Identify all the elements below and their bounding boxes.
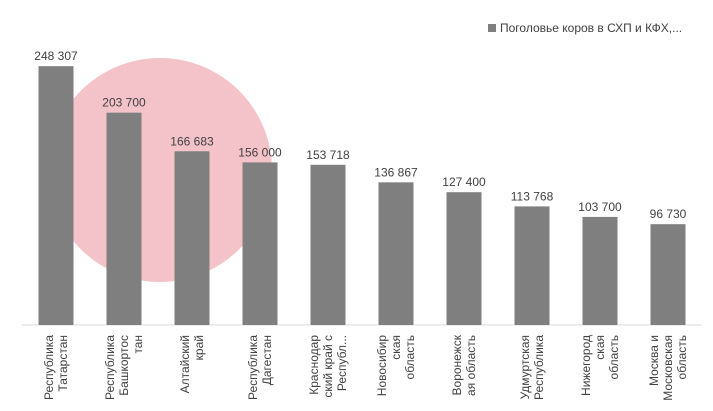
bar xyxy=(106,112,142,326)
value-label: 127 400 xyxy=(442,175,486,189)
x-tick-label: Нижегородскаяобласть xyxy=(579,335,621,396)
bar xyxy=(378,182,414,325)
value-label: 153 718 xyxy=(306,148,350,162)
legend-label: Поголовье коров в СХП и КФХ,... xyxy=(500,21,682,35)
bar xyxy=(582,216,618,325)
x-tick-label: УдмуртскаяРеспублика xyxy=(518,335,546,400)
bar xyxy=(242,162,278,325)
bar xyxy=(38,66,74,325)
x-tick-label: РеспубликаБашкортостан xyxy=(103,335,145,400)
bar xyxy=(650,224,686,325)
value-label: 203 700 xyxy=(102,96,146,110)
value-label: 96 730 xyxy=(650,207,687,221)
bar xyxy=(446,192,482,325)
value-label: 103 700 xyxy=(578,200,622,214)
x-tick-label: Новосибирскаяобласть xyxy=(375,335,417,397)
bar xyxy=(514,206,550,325)
watermark-circle xyxy=(48,58,272,282)
bar xyxy=(174,151,210,325)
x-tick-label: Краснодарский край сРеспубл... xyxy=(307,335,349,398)
x-tick-label: РеспубликаТатарстан xyxy=(42,335,70,400)
value-label: 166 683 xyxy=(170,134,214,148)
value-label: 113 768 xyxy=(511,189,554,203)
value-label: 248 307 xyxy=(34,49,78,63)
bar xyxy=(310,164,346,325)
x-tick-label: Воронежская область xyxy=(450,334,478,396)
value-label: 136 867 xyxy=(374,165,418,179)
x-tick-label: РеспубликаДагестан xyxy=(246,335,274,400)
x-tick-label: Москва иМосковскаяобласть xyxy=(647,335,689,401)
x-tick-label: Алтайскийкрай xyxy=(178,335,206,393)
legend-swatch xyxy=(488,24,496,32)
value-label: 156 000 xyxy=(238,145,282,159)
